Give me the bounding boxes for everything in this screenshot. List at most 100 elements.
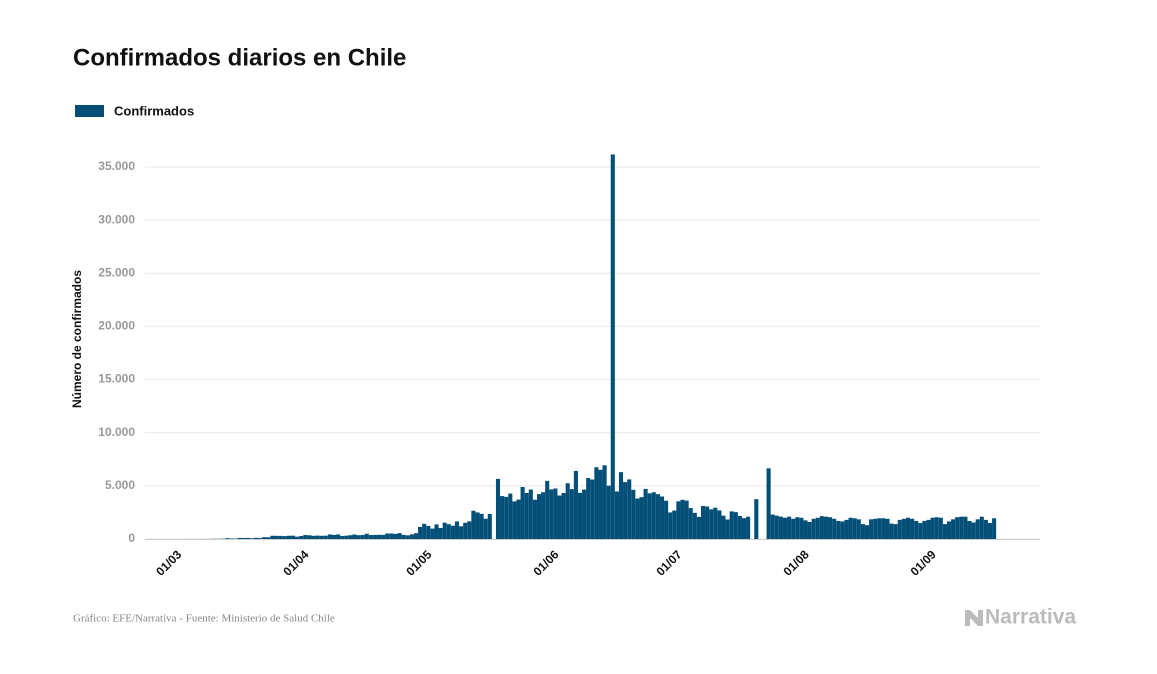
- bar: [926, 519, 931, 539]
- bar: [303, 535, 308, 539]
- bar: [459, 526, 464, 539]
- bar: [676, 501, 681, 539]
- bar: [963, 516, 968, 539]
- bar: [241, 538, 246, 539]
- bar: [778, 516, 783, 539]
- x-tick-label: 01/05: [403, 547, 434, 578]
- bar: [782, 517, 788, 539]
- x-tick-label: 01/08: [781, 547, 812, 578]
- bar: [655, 494, 660, 539]
- bar: [987, 523, 993, 539]
- bar: [483, 518, 488, 539]
- bar: [430, 528, 435, 539]
- bar: [893, 524, 898, 539]
- bar: [348, 535, 353, 539]
- bar: [249, 538, 255, 539]
- bar: [434, 524, 439, 539]
- bar: [951, 519, 956, 539]
- bar: [967, 520, 972, 539]
- bar: [290, 535, 296, 539]
- bar: [541, 492, 546, 539]
- bar: [754, 499, 759, 539]
- bar: [319, 535, 324, 539]
- bar: [983, 519, 988, 539]
- x-tick-label: 01/03: [153, 547, 184, 578]
- bar: [381, 534, 386, 539]
- bar: [340, 535, 345, 539]
- source: Gráfico: EFE/Narrativa - Fuente: Ministe…: [73, 613, 335, 625]
- bar: [331, 534, 337, 539]
- bar: [787, 516, 792, 539]
- bar: [713, 507, 718, 539]
- bar: [438, 528, 443, 539]
- bar: [992, 518, 997, 539]
- bar: [643, 488, 648, 539]
- bar: [385, 533, 390, 539]
- bar: [659, 496, 665, 539]
- bar: [606, 485, 611, 539]
- bar: [266, 537, 271, 539]
- bar: [295, 536, 300, 539]
- bar: [922, 520, 927, 539]
- bar: [930, 517, 935, 539]
- bar: [770, 514, 775, 539]
- bar: [225, 538, 230, 539]
- bar: [905, 517, 911, 539]
- bar: [475, 512, 480, 539]
- bar: [524, 492, 529, 539]
- bar: [803, 520, 808, 539]
- bar: [627, 479, 632, 539]
- bar: [442, 522, 447, 539]
- bar: [819, 516, 824, 539]
- bar: [832, 518, 837, 539]
- bar: [327, 534, 332, 539]
- legend-label: Confirmados: [114, 103, 194, 118]
- bar: [262, 537, 267, 539]
- bar: [914, 520, 919, 539]
- bar: [848, 517, 853, 539]
- bar: [372, 534, 378, 539]
- bar: [709, 509, 714, 539]
- bar: [479, 513, 484, 539]
- bar: [274, 535, 279, 539]
- bar: [311, 535, 316, 539]
- bar: [500, 496, 505, 539]
- bar: [975, 519, 980, 539]
- bar: [590, 479, 595, 539]
- bar: [454, 521, 460, 539]
- bar: [495, 478, 501, 539]
- bar: [532, 499, 537, 539]
- bar: [791, 518, 796, 539]
- y-tick-label: 0: [128, 531, 135, 545]
- bar: [651, 492, 656, 539]
- bar: [520, 486, 525, 539]
- bar: [889, 523, 894, 539]
- y-axis-label: Número de confirmados: [70, 270, 84, 408]
- bar: [508, 493, 513, 539]
- bar: [426, 525, 431, 539]
- bar: [631, 489, 636, 539]
- bar: [856, 519, 861, 539]
- bar: [598, 469, 603, 539]
- bar: [323, 535, 328, 539]
- bar: [852, 518, 857, 539]
- bar: [471, 510, 476, 539]
- bar: [979, 516, 984, 539]
- bar: [614, 491, 619, 539]
- bar: [664, 500, 669, 539]
- bar: [873, 518, 878, 539]
- bar: [286, 535, 291, 539]
- bar: [282, 536, 287, 539]
- bar: [586, 478, 591, 539]
- bar: [946, 521, 952, 539]
- bar: [971, 522, 976, 539]
- bar: [270, 535, 275, 539]
- bar: [336, 534, 341, 539]
- bar: [545, 480, 550, 539]
- bar: [881, 518, 886, 539]
- bar: [594, 467, 599, 539]
- bar: [934, 517, 939, 539]
- bar: [910, 518, 915, 539]
- bar: [512, 501, 517, 539]
- bar: [635, 498, 640, 539]
